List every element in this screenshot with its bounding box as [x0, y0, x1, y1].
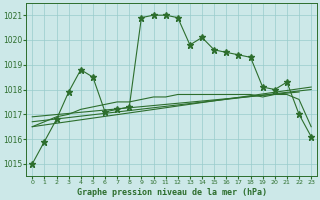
X-axis label: Graphe pression niveau de la mer (hPa): Graphe pression niveau de la mer (hPa)	[77, 188, 267, 197]
